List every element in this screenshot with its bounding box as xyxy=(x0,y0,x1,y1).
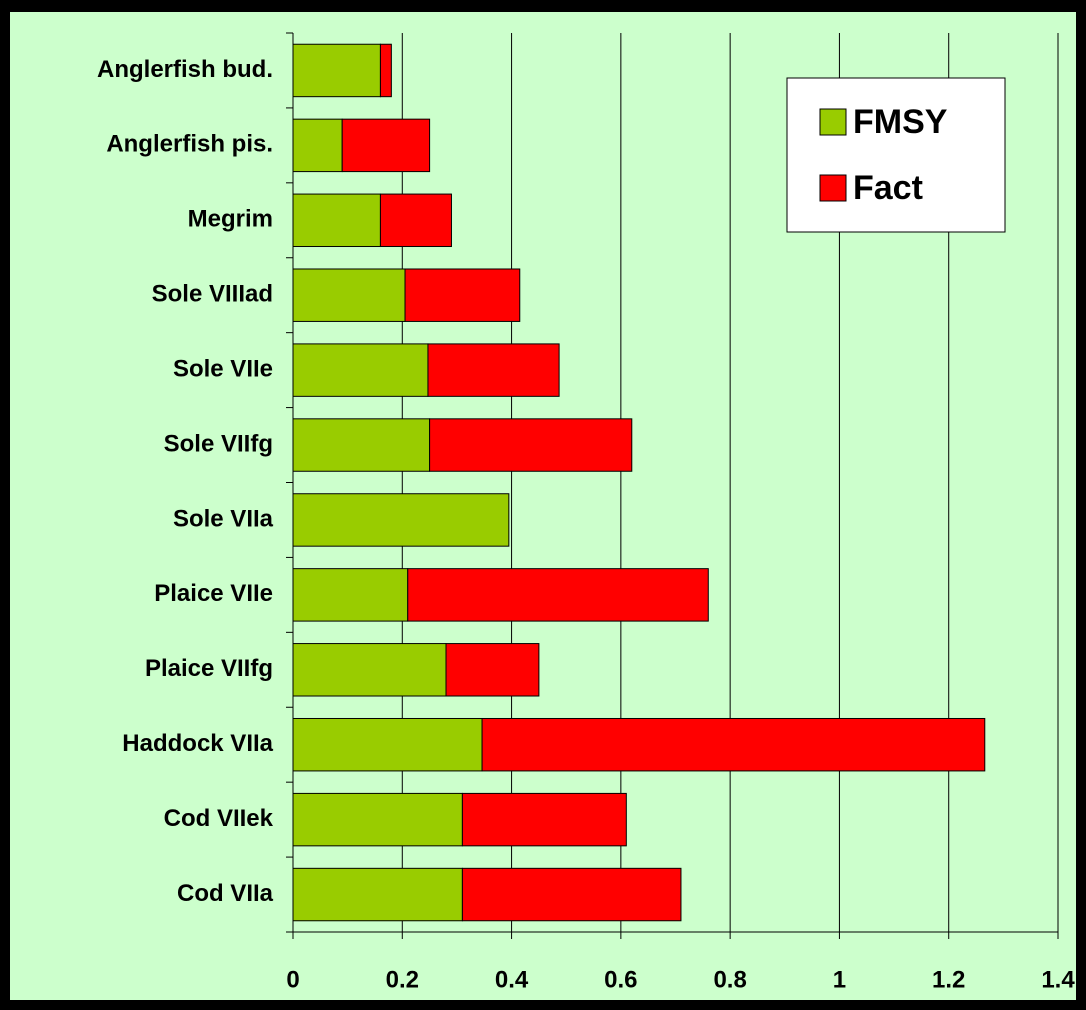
x-tick-label: 1 xyxy=(833,966,846,993)
bar-segment xyxy=(292,118,343,173)
y-tick-label: Anglerfish pis. xyxy=(106,131,273,158)
bar-segment xyxy=(292,792,463,847)
bar-segment xyxy=(427,343,560,397)
y-tick-label: Plaice VIIe xyxy=(154,580,273,607)
y-tick-label: Anglerfish bud. xyxy=(97,56,273,83)
bar-segment xyxy=(292,867,463,922)
legend-label: FMSY xyxy=(853,103,948,141)
legend-box xyxy=(786,77,1006,233)
y-tick-label: Megrim xyxy=(188,206,273,233)
bar-segment xyxy=(404,268,521,322)
y-tick-label: Plaice VIIfg xyxy=(145,655,273,682)
y-tick-label: Haddock VIIa xyxy=(122,730,273,757)
bar-segment xyxy=(292,643,447,697)
bar-segment xyxy=(379,43,392,98)
y-tick-label: Sole VIIe xyxy=(173,355,273,382)
bar-segment xyxy=(292,43,381,98)
y-tick-label: Sole VIIIad xyxy=(152,281,273,308)
bar-segment xyxy=(445,643,540,697)
y-tick-label: Cod VIIa xyxy=(177,880,274,907)
legend-swatch xyxy=(819,174,847,202)
x-tick-label: 0.4 xyxy=(495,966,529,993)
bar-segment xyxy=(461,867,682,922)
y-tick-label: Sole VIIfg xyxy=(164,430,273,457)
bar-segment xyxy=(292,568,409,622)
x-tick-label: 0 xyxy=(286,966,299,993)
y-tick-label: Sole VIIa xyxy=(173,505,274,532)
x-tick-label: 1.4 xyxy=(1041,966,1075,993)
legend-swatch xyxy=(819,108,847,136)
legend-label: Fact xyxy=(853,169,923,207)
x-tick-label: 0.6 xyxy=(604,966,637,993)
bar-segment xyxy=(292,193,381,248)
y-tick-label: Cod VIIek xyxy=(164,805,274,832)
bar-segment xyxy=(461,792,627,847)
x-tick-label: 1.2 xyxy=(932,966,965,993)
bar-segment xyxy=(292,493,510,547)
bar-segment xyxy=(407,568,709,622)
bar-segment xyxy=(341,118,431,173)
x-tick-label: 0.8 xyxy=(713,966,746,993)
bar-segment xyxy=(429,418,633,472)
bar-segment xyxy=(292,343,429,397)
bar-segment xyxy=(292,717,483,772)
bar-segment xyxy=(379,193,452,248)
bar-segment xyxy=(481,717,986,772)
x-tick-label: 0.2 xyxy=(386,966,419,993)
bar-segment xyxy=(292,418,431,472)
bar-segment xyxy=(292,268,406,322)
